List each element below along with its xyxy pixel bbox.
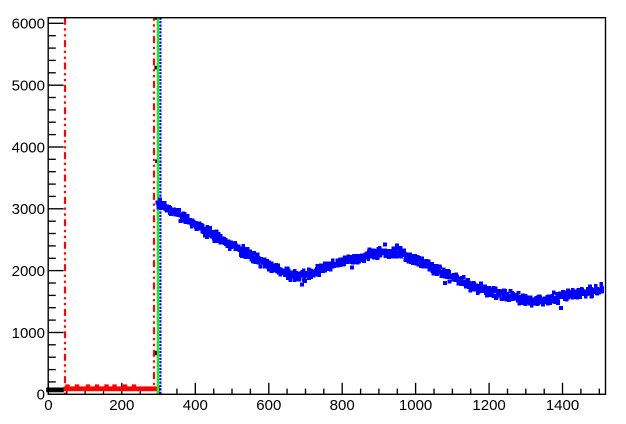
svg-text:800: 800 (330, 397, 355, 414)
svg-text:600: 600 (256, 397, 281, 414)
svg-text:6000: 6000 (12, 16, 45, 33)
svg-text:0: 0 (44, 397, 52, 414)
svg-text:200: 200 (109, 397, 134, 414)
svg-text:1400: 1400 (546, 397, 579, 414)
svg-text:3000: 3000 (12, 201, 45, 218)
svg-text:400: 400 (183, 397, 208, 414)
svg-text:2000: 2000 (12, 263, 45, 280)
svg-text:4000: 4000 (12, 139, 45, 156)
svg-text:1000: 1000 (399, 397, 432, 414)
svg-text:5000: 5000 (12, 78, 45, 95)
svg-text:1000: 1000 (12, 325, 45, 342)
svg-text:1200: 1200 (472, 397, 505, 414)
svg-text:0: 0 (37, 387, 45, 404)
